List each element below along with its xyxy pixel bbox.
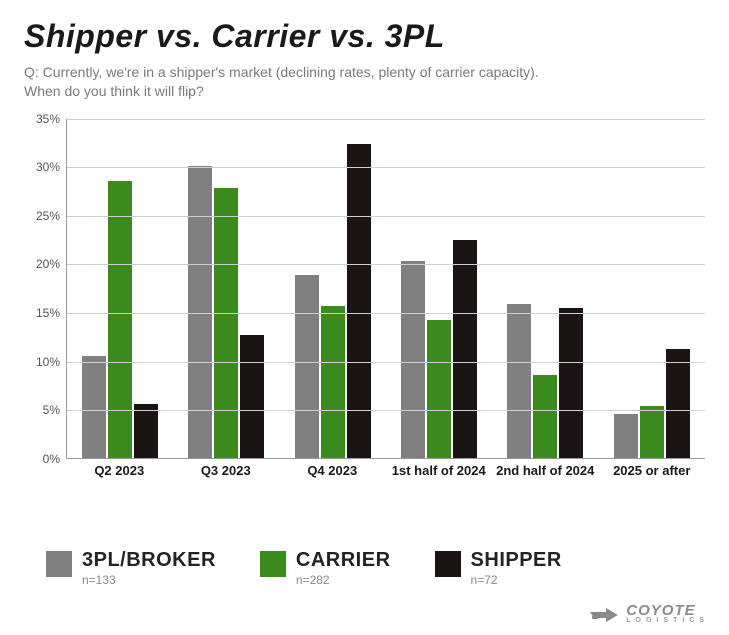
gridline xyxy=(67,264,705,265)
bar-shipper xyxy=(134,404,158,457)
x-tick-label: 2025 or after xyxy=(599,463,706,479)
bar-carrier xyxy=(108,181,132,458)
bar-group xyxy=(173,119,279,458)
bar-3pl xyxy=(295,275,319,458)
y-tick-label: 20% xyxy=(24,257,60,271)
y-tick-label: 15% xyxy=(24,306,60,320)
bar-carrier xyxy=(427,320,451,458)
arrow-icon xyxy=(590,606,620,624)
legend-count: n=72 xyxy=(471,573,562,587)
legend: 3PL/BROKERn=133 CARRIERn=282 SHIPPERn=72 xyxy=(46,549,705,587)
bar-shipper xyxy=(666,349,690,458)
gridline xyxy=(67,410,705,411)
brand-sub: LOGISTICS xyxy=(626,618,709,625)
legend-label: SHIPPER xyxy=(471,549,562,572)
bar-carrier xyxy=(533,375,557,458)
legend-count: n=282 xyxy=(296,573,391,587)
y-tick-label: 0% xyxy=(24,452,60,466)
gridline xyxy=(67,167,705,168)
bar-3pl xyxy=(507,304,531,457)
chart-container: Shipper vs. Carrier vs. 3PL Q: Currently… xyxy=(0,0,729,635)
legend-count: n=133 xyxy=(82,573,216,587)
brand-text: COYOTE LOGISTICS xyxy=(626,604,709,625)
chart-area: Q2 2023Q3 2023Q4 20231st half of 20242nd… xyxy=(24,119,705,499)
bar-shipper xyxy=(453,240,477,458)
legend-item-carrier: CARRIERn=282 xyxy=(260,549,391,587)
legend-text: CARRIERn=282 xyxy=(296,549,391,587)
bar-3pl xyxy=(614,414,638,458)
x-tick-label: Q3 2023 xyxy=(173,463,280,479)
gridline xyxy=(67,216,705,217)
x-tick-label: 1st half of 2024 xyxy=(386,463,493,479)
gridline xyxy=(67,313,705,314)
bar-group xyxy=(492,119,598,458)
bar-group xyxy=(280,119,386,458)
bar-carrier xyxy=(214,188,238,458)
bar-3pl xyxy=(82,356,106,458)
legend-item-3pl: 3PL/BROKERn=133 xyxy=(46,549,216,587)
legend-item-shipper: SHIPPERn=72 xyxy=(435,549,562,587)
legend-text: SHIPPERn=72 xyxy=(471,549,562,587)
y-tick-label: 5% xyxy=(24,403,60,417)
brand-logo: COYOTE LOGISTICS xyxy=(590,604,709,625)
plot-area xyxy=(66,119,705,459)
legend-swatch xyxy=(46,551,72,577)
y-tick-label: 35% xyxy=(24,112,60,126)
x-tick-label: Q4 2023 xyxy=(279,463,386,479)
bar-carrier xyxy=(321,306,345,458)
legend-text: 3PL/BROKERn=133 xyxy=(82,549,216,587)
bar-group xyxy=(67,119,173,458)
chart-title: Shipper vs. Carrier vs. 3PL xyxy=(24,18,705,55)
bar-carrier xyxy=(640,406,664,457)
bar-group xyxy=(386,119,492,458)
legend-label: 3PL/BROKER xyxy=(82,549,216,572)
brand-name: COYOTE xyxy=(626,604,709,618)
y-tick-label: 30% xyxy=(24,160,60,174)
gridline xyxy=(67,119,705,120)
bar-3pl xyxy=(188,166,212,457)
x-axis-labels: Q2 2023Q3 2023Q4 20231st half of 20242nd… xyxy=(66,463,705,479)
legend-label: CARRIER xyxy=(296,549,391,572)
bar-groups xyxy=(67,119,705,458)
bar-group xyxy=(599,119,705,458)
bar-shipper xyxy=(240,335,264,457)
legend-swatch xyxy=(435,551,461,577)
bar-shipper xyxy=(559,308,583,458)
chart-subtitle: Q: Currently, we're in a shipper's marke… xyxy=(24,63,564,101)
y-tick-label: 10% xyxy=(24,355,60,369)
gridline xyxy=(67,362,705,363)
legend-swatch xyxy=(260,551,286,577)
y-tick-label: 25% xyxy=(24,209,60,223)
x-tick-label: Q2 2023 xyxy=(66,463,173,479)
x-tick-label: 2nd half of 2024 xyxy=(492,463,599,479)
bar-3pl xyxy=(401,261,425,458)
